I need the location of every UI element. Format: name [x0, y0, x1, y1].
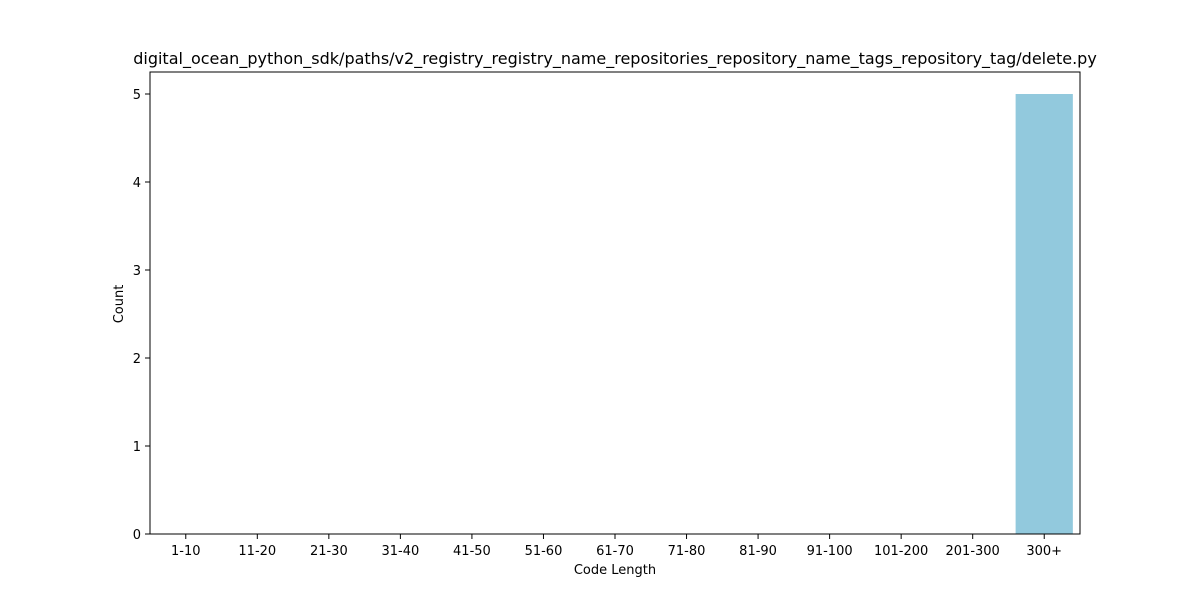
bar-300+ [1015, 94, 1073, 534]
x-tick-label: 1-10 [171, 544, 201, 559]
y-tick-label: 2 [133, 352, 141, 367]
y-tick-label: 4 [133, 176, 141, 191]
x-tick-label: 11-20 [238, 544, 276, 559]
x-tick-label: 61-70 [596, 544, 634, 559]
x-tick-label: 101-200 [874, 544, 928, 559]
chart-title: digital_ocean_python_sdk/paths/v2_regist… [133, 49, 1097, 69]
x-tick-label: 21-30 [310, 544, 348, 559]
y-tick-label: 5 [133, 88, 141, 103]
x-axis-label: Code Length [574, 563, 656, 578]
y-tick-label: 3 [133, 264, 141, 279]
y-axis-ticks: 0 1 2 3 4 5 [133, 88, 150, 543]
x-tick-label: 201-300 [946, 544, 1000, 559]
y-axis-label: Count [112, 285, 127, 324]
y-tick-label: 1 [133, 440, 141, 455]
plot-frame [149, 71, 1081, 535]
x-tick-label: 300+ [1026, 544, 1062, 559]
x-tick-label: 71-80 [668, 544, 706, 559]
x-tick-label: 81-90 [739, 544, 777, 559]
x-tick-label: 31-40 [381, 544, 419, 559]
x-tick-label: 41-50 [453, 544, 491, 559]
x-axis-ticks: 1-10 11-20 21-30 31-40 41-50 51-60 61-70 71-80 8… [171, 534, 1062, 559]
x-tick-label: 91-100 [807, 544, 853, 559]
bars-group [1015, 94, 1073, 534]
y-tick-label: 0 [133, 528, 141, 543]
x-tick-label: 51-60 [525, 544, 563, 559]
